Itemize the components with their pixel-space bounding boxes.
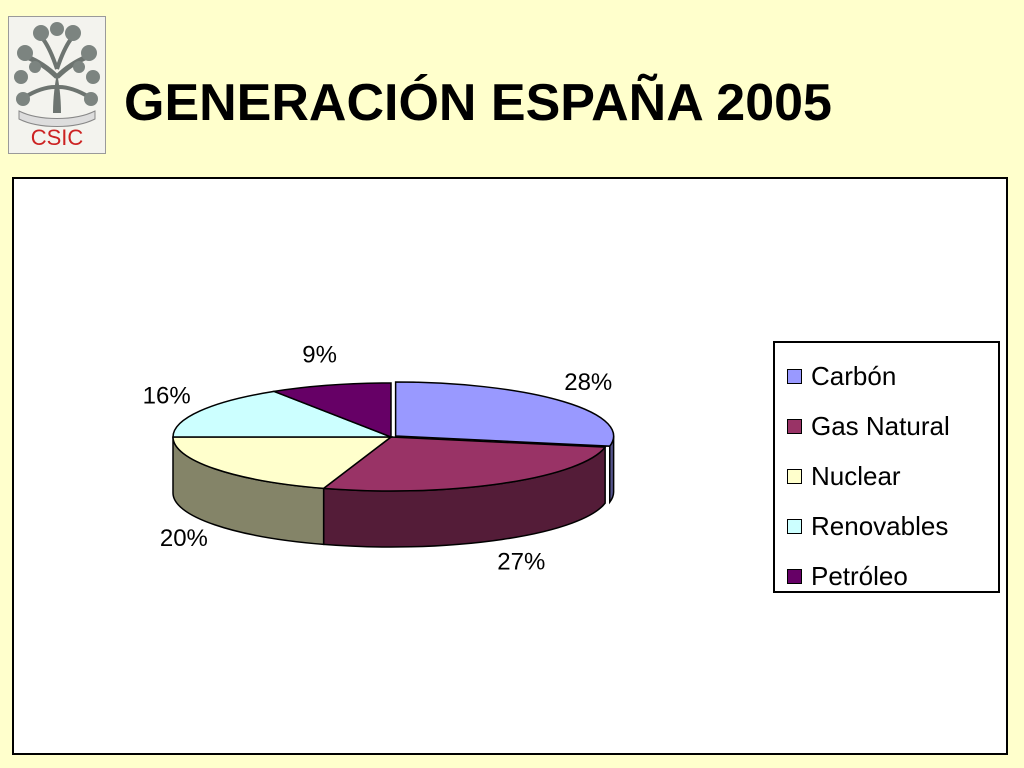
slide-title: GENERACIÓN ESPAÑA 2005 [124,74,832,132]
legend-item-renovables: Renovables [787,501,998,551]
pie-tops-group [172,381,615,492]
csic-tree-emblem-icon: CSIC [9,17,105,153]
data-label-petroleo: 9% [302,341,337,368]
legend-item-gas-natural: Gas Natural [787,401,998,451]
pie-slice-renovables [172,390,392,438]
legend-swatch-nuclear [787,468,802,484]
chart-legend: Carbón Gas Natural Nuclear Renovables Petról… [773,341,1000,593]
pie-slice-petroleo [271,382,392,439]
data-label-gas-natural: 27% [497,548,545,575]
pie-slice-gas-natural [321,436,607,492]
pie-slice-nuclear [172,436,394,490]
legend-label-petroleo: Petróleo [811,561,908,591]
pie-sides-group [172,435,615,548]
legend-label-gas-natural: Gas Natural [811,411,950,441]
csic-logo: CSIC [8,16,106,154]
legend-label-renovables: Renovables [811,511,949,541]
pie-slice-carbon [394,381,615,447]
data-label-carbon: 28% [564,369,612,396]
legend-swatch-gas-natural [787,418,802,434]
data-label-nuclear: 20% [160,525,208,552]
legend-label-nuclear: Nuclear [811,461,901,491]
data-label-renovables: 16% [143,383,191,410]
legend-item-petroleo: Petróleo [787,551,998,601]
logo-text: CSIC [31,125,84,150]
legend-swatch-carbon [787,368,802,384]
legend-item-nuclear: Nuclear [787,451,998,501]
legend-swatch-petroleo [787,568,802,584]
legend-item-carbon: Carbón [787,351,998,401]
legend-label-carbon: Carbón [811,361,897,391]
pie-chart: 28% 27% 20% 16% 9% [143,341,615,575]
legend-swatch-renovables [787,518,802,534]
pie-labels-group: 28% 27% 20% 16% 9% [143,341,613,575]
chart-area: 28% 27% 20% 16% 9% Carbón Gas Natural Nuclear R… [12,177,1008,755]
